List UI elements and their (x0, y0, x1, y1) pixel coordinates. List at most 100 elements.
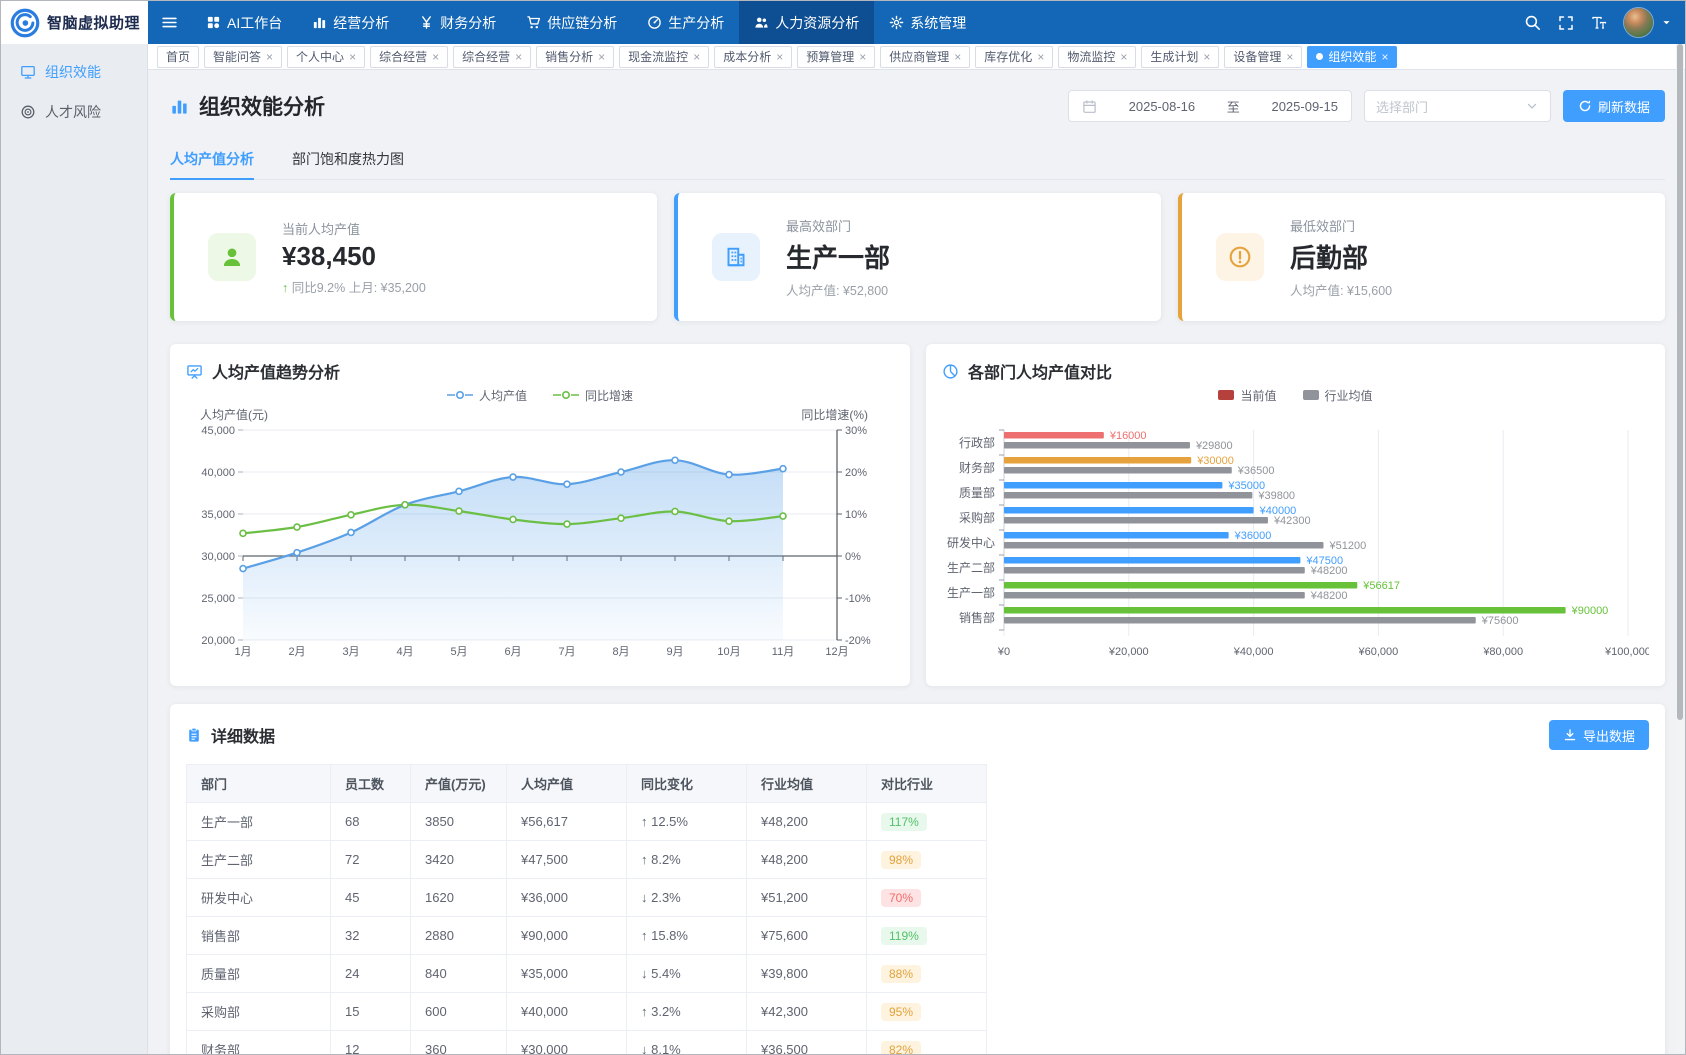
page-tab-0[interactable]: 首页 (157, 45, 200, 68)
close-icon[interactable]: × (693, 49, 701, 64)
monitor-icon (20, 64, 36, 80)
page-tab-6[interactable]: 现金流监控 × (619, 45, 710, 68)
nav-item-1[interactable]: 经营分析 (297, 1, 404, 44)
nav-item-3[interactable]: 供应链分析 (511, 1, 632, 44)
workbench-icon (206, 15, 221, 30)
dept-compare-legend: 当前值 行业均值 (942, 386, 1649, 404)
close-icon[interactable]: × (1381, 49, 1389, 64)
cell-per_capita: ¥30,000 (506, 1030, 627, 1054)
close-icon[interactable]: × (1286, 49, 1294, 64)
date-range-picker[interactable]: 2025-08-16 至 2025-09-15 (1067, 90, 1352, 122)
gauge-icon (647, 15, 662, 30)
page-tab-7[interactable]: 成本分析 × (714, 45, 793, 68)
close-icon[interactable]: × (954, 49, 962, 64)
page-tab-4[interactable]: 综合经营 × (453, 45, 532, 68)
sidebar-item-1[interactable]: 人才风险 (1, 92, 147, 132)
user-avatar[interactable] (1624, 8, 1653, 37)
table-row-4[interactable]: 质量部 24 840 ¥35,000 ↓ 5.4% ¥39,800 88% (186, 954, 987, 993)
close-icon[interactable]: × (598, 49, 606, 64)
close-icon[interactable]: × (515, 49, 523, 64)
nav-item-4[interactable]: 生产分析 (632, 1, 739, 44)
header-controls: 2025-08-16 至 2025-09-15 选择部门 刷新数据 (1067, 90, 1665, 122)
trend-line-chart: 45,000 30% 40,000 20% 35,000 10% 30,000 0% 25,00… (201, 425, 871, 658)
svg-text:财务部: 财务部 (959, 460, 995, 475)
cell-dept: 采购部 (186, 992, 331, 1031)
nav-item-label: 系统管理 (910, 14, 967, 31)
table-row-6[interactable]: 财务部 12 360 ¥30,000 ↓ 8.1% ¥36,500 82% (186, 1030, 987, 1054)
page-tab-11[interactable]: 物流监控 × (1058, 45, 1137, 68)
refresh-button[interactable]: 刷新数据 (1562, 90, 1665, 122)
stat-card-label: 最高效部门 (786, 218, 852, 234)
detail-table-header: 详细数据 导出数据 (186, 720, 1649, 750)
app-title: 智脑虚拟助理 (47, 15, 141, 32)
cell-output: 840 (410, 954, 507, 993)
close-icon[interactable]: × (1037, 49, 1045, 64)
page-tab-13[interactable]: 设备管理 × (1224, 45, 1303, 68)
nav-item-0[interactable]: AI工作台 (191, 1, 297, 44)
close-icon[interactable]: × (859, 49, 867, 64)
menu-collapse-icon[interactable] (148, 14, 191, 31)
search-icon[interactable] (1524, 14, 1541, 31)
table-row-0[interactable]: 生产一部 68 3850 ¥56,617 ↑ 12.5% ¥48,200 117% (186, 802, 987, 841)
cell-ratio: 98% (866, 840, 987, 879)
page-tab-5[interactable]: 销售分析 × (536, 45, 615, 68)
legend-item-0[interactable]: 当前值 (1218, 387, 1277, 404)
export-button[interactable]: 导出数据 (1548, 720, 1649, 750)
view-tab-0[interactable]: 人均产值分析 (170, 149, 254, 180)
page-tab-2[interactable]: 个人中心 × (287, 45, 366, 68)
column-header: 部门 (186, 764, 331, 803)
page-tab-14[interactable]: 组织效能 × (1307, 45, 1398, 68)
svg-text:-10%: -10% (845, 593, 871, 605)
cell-headcount: 15 (330, 992, 411, 1031)
table-row-2[interactable]: 研发中心 45 1620 ¥36,000 ↓ 2.3% ¥51,200 70% (186, 878, 987, 917)
page-tab-9[interactable]: 供应商管理 × (880, 45, 971, 68)
nav-item-2[interactable]: 财务分析 (404, 1, 511, 44)
page-tab-8[interactable]: 预算管理 × (797, 45, 876, 68)
close-icon[interactable]: × (776, 49, 784, 64)
table-row-5[interactable]: 采购部 15 600 ¥40,000 ↑ 3.2% ¥42,300 95% (186, 992, 987, 1031)
close-icon[interactable]: × (1203, 49, 1211, 64)
chart-bars-icon (170, 97, 189, 116)
cell-headcount: 24 (330, 954, 411, 993)
close-icon[interactable]: × (1120, 49, 1128, 64)
main-nav: AI工作台 经营分析 财务分析 供应链分析 生产分析 人力资源分析 系统管理 (191, 1, 981, 44)
page-tab-3[interactable]: 综合经营 × (370, 45, 449, 68)
close-icon[interactable]: × (349, 49, 357, 64)
close-icon[interactable]: × (266, 49, 274, 64)
scrollbar-thumb[interactable] (1677, 44, 1683, 721)
nav-item-5[interactable]: 人力资源分析 (739, 1, 875, 44)
table-row-3[interactable]: 销售部 32 2880 ¥90,000 ↑ 15.8% ¥75,600 119% (186, 916, 987, 955)
nav-item-6[interactable]: 系统管理 (874, 1, 981, 44)
page-tab-label: 销售分析 (545, 50, 594, 64)
legend-item-1[interactable]: 同比增速 (553, 387, 633, 404)
fullscreen-icon[interactable] (1558, 15, 1574, 31)
department-select[interactable]: 选择部门 (1363, 90, 1551, 122)
cell-per_capita: ¥47,500 (506, 840, 627, 879)
sidebar-item-0[interactable]: 组织效能 (1, 52, 147, 92)
caret-down-icon[interactable] (1661, 17, 1672, 28)
sidebar-item-label: 人才风险 (45, 104, 101, 120)
nav-item-label: 人力资源分析 (775, 14, 860, 31)
page-tab-12[interactable]: 生成计划 × (1141, 45, 1220, 68)
close-icon[interactable]: × (432, 49, 440, 64)
view-tab-1[interactable]: 部门饱和度热力图 (292, 151, 404, 167)
svg-text:¥0: ¥0 (997, 646, 1010, 658)
legend-item-0[interactable]: 人均产值 (446, 387, 527, 404)
cell-dept: 生产二部 (186, 840, 331, 879)
stat-card-subtext: 人均产值: ¥15,600 (1290, 283, 1393, 298)
page-tab-10[interactable]: 库存优化 × (975, 45, 1054, 68)
svg-text:25,000: 25,000 (201, 593, 235, 605)
legend-label: 同比增速 (585, 388, 634, 403)
legend-label: 人均产值 (478, 388, 527, 403)
line-legend-marker-icon (446, 390, 473, 400)
svg-text:30%: 30% (845, 425, 867, 437)
vertical-scrollbar[interactable] (1676, 44, 1684, 1053)
table-row-1[interactable]: 生产二部 72 3420 ¥47,500 ↑ 8.2% ¥48,200 98% (186, 840, 987, 879)
svg-text:¥47500: ¥47500 (1305, 555, 1343, 567)
font-size-icon[interactable] (1591, 15, 1607, 31)
cell-headcount: 68 (330, 802, 411, 841)
page-tab-1[interactable]: 智能问答 × (204, 45, 283, 68)
stat-card-2: 最低效部门 后勤部 人均产值: ¥15,600 (1178, 193, 1665, 321)
legend-item-1[interactable]: 行业均值 (1302, 387, 1373, 404)
page-tab-label: 库存优化 (984, 50, 1033, 64)
